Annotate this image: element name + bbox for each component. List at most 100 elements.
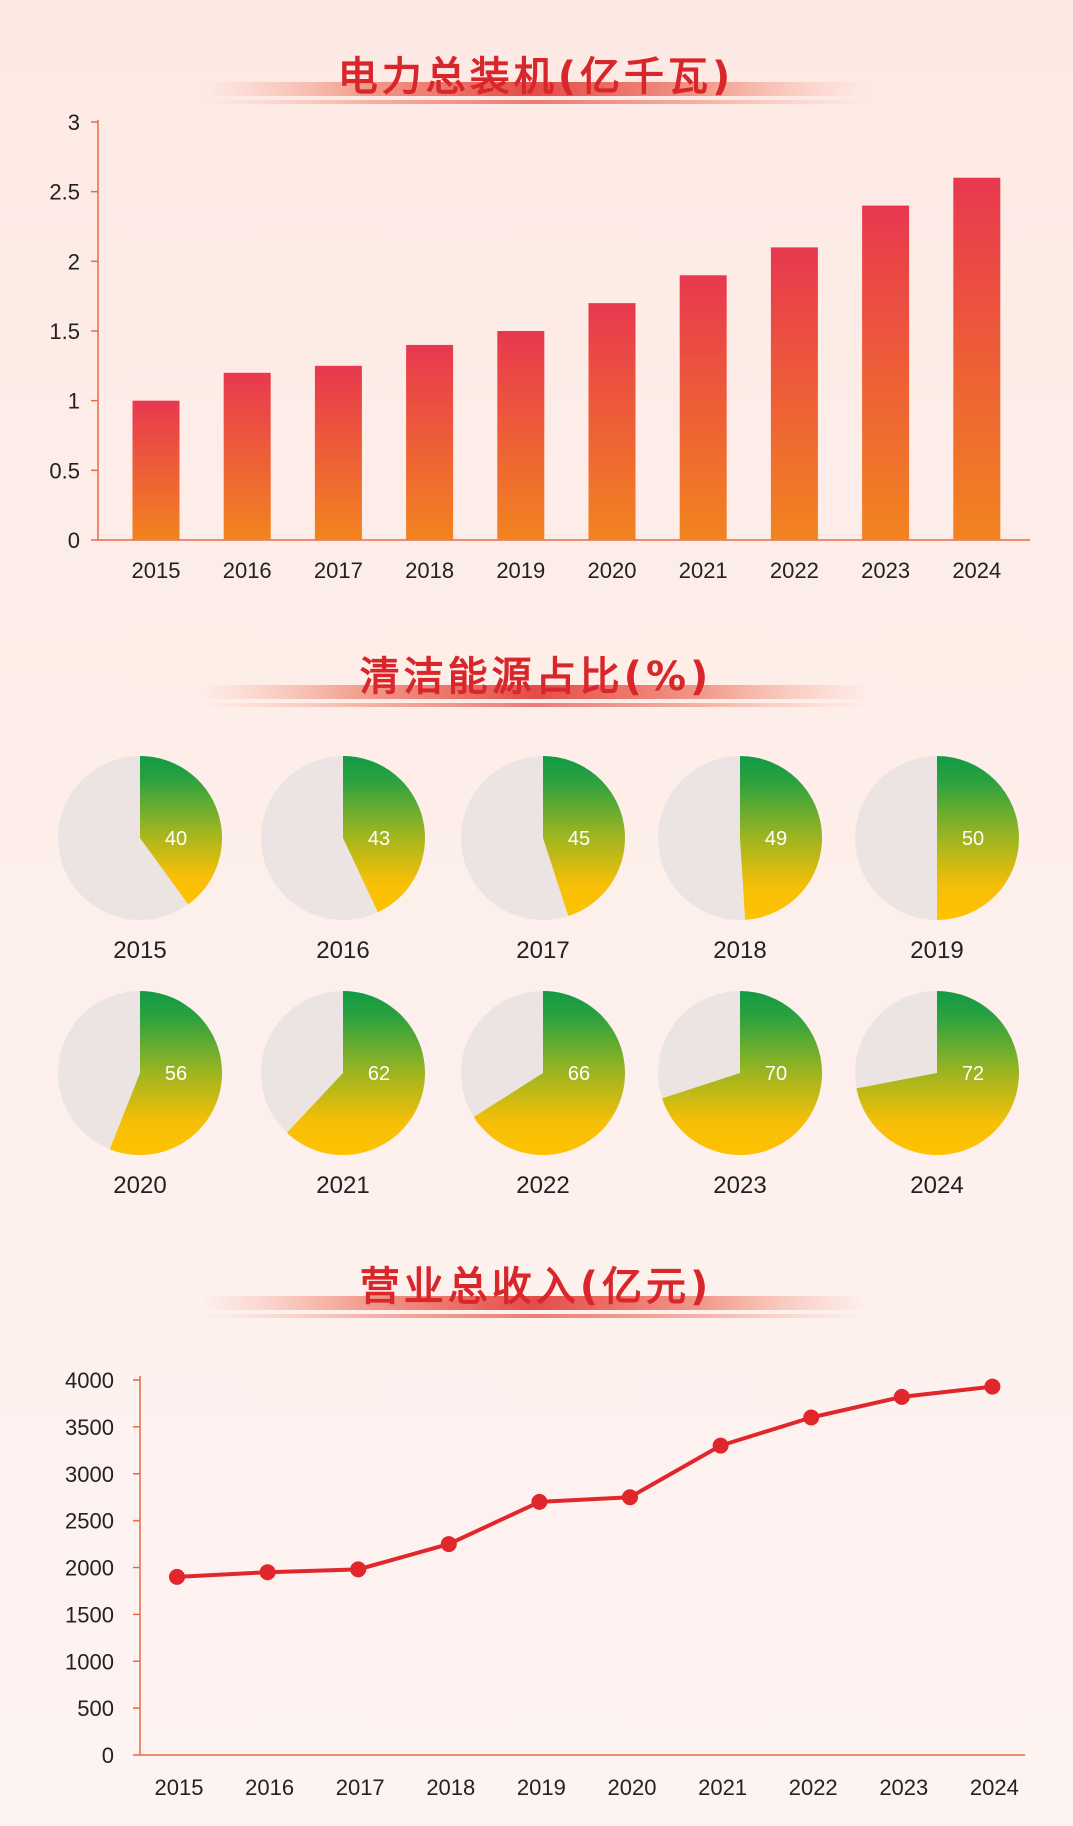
line-point [531, 1493, 548, 1510]
bar-x-tick-label: 2018 [405, 558, 454, 583]
line-y-tick-label: 2500 [65, 1509, 114, 1534]
pie-2018: 49 2018 [658, 756, 823, 964]
bar-x-tick-label: 2015 [132, 558, 181, 583]
pie-slice [109, 991, 223, 1155]
pie-slice [140, 756, 223, 905]
bar [223, 372, 271, 540]
line-y-tick-label: 4000 [65, 1368, 114, 1393]
line-x-tick-label: 2017 [336, 1775, 385, 1800]
pie-year-label: 2020 [113, 1172, 166, 1199]
line-y-tick-label: 500 [77, 1696, 114, 1721]
pie-slice [473, 991, 626, 1155]
bar [679, 275, 727, 540]
bar-x-tick-label: 2016 [223, 558, 272, 583]
pie-value-label: 50 [962, 828, 984, 850]
line-y-tick-label: 0 [102, 1743, 114, 1768]
bar-y-tick-label: 3 [68, 110, 80, 135]
pie-value-label: 40 [165, 828, 187, 850]
pie-slice [856, 991, 1019, 1155]
bar [862, 205, 910, 540]
pie-value-label: 66 [568, 1063, 590, 1085]
pie-value-label: 49 [765, 828, 787, 850]
bar-x-tick-label: 2024 [952, 558, 1001, 583]
bar-x-tick-label: 2022 [770, 558, 819, 583]
line-y-tick-label: 3000 [65, 1462, 114, 1487]
line-point [622, 1489, 638, 1506]
line-point [259, 1564, 276, 1581]
pie-value-label: 72 [962, 1063, 984, 1085]
bar-x-tick-label: 2020 [588, 558, 637, 583]
bar-x-tick-label: 2023 [861, 558, 910, 583]
bar-x-tick-label: 2021 [679, 558, 728, 583]
pie-value-label: 43 [368, 828, 390, 850]
pie-2015: 40 2015 [58, 756, 223, 964]
line-x-tick-label: 2024 [970, 1775, 1019, 1800]
pie-2019: 50 2019 [855, 756, 1019, 964]
line-chart: 0 500 1000 1500 2000 2500 3000 3500 4000 2015 2016… [65, 1368, 1025, 1800]
title-banner-3 [200, 1296, 870, 1318]
pie-chart-title: 清洁能源占比(%) [360, 654, 713, 700]
line-point [440, 1536, 457, 1553]
pie-slice [543, 756, 626, 916]
line-y-tick-label: 1000 [65, 1649, 114, 1674]
line-x-tick-label: 2021 [698, 1775, 747, 1800]
bar-y-tick-label: 0.5 [49, 458, 80, 483]
bar-y-tick-label: 2.5 [49, 180, 80, 205]
line-x-tick-label: 2023 [879, 1775, 928, 1800]
line-y-tick-label: 2000 [65, 1556, 114, 1581]
line-point [169, 1568, 185, 1585]
pie-year-label: 2015 [113, 937, 166, 964]
pie-slice [740, 756, 823, 920]
bar [132, 400, 180, 540]
bar-y-tick-label: 1.5 [49, 319, 80, 344]
pie-value-label: 62 [368, 1063, 390, 1085]
pie-year-label: 2024 [910, 1172, 963, 1199]
line-point [893, 1388, 910, 1405]
line-point [350, 1561, 367, 1578]
pie-year-label: 2022 [516, 1172, 569, 1199]
bar [406, 344, 454, 540]
line-point [803, 1409, 820, 1426]
line-y-tick-label: 1500 [65, 1602, 114, 1627]
pie-slice [662, 991, 822, 1155]
pie-year-label: 2016 [316, 937, 369, 964]
pie-year-label: 2019 [910, 937, 963, 964]
bar-chart-title: 电力总装机(亿千瓦) [338, 54, 735, 100]
bar-chart: 0 0.5 1 1.5 2 2.5 3 2015 2016 2017 2018 2019 2020 202… [49, 110, 1030, 583]
pie-2017: 45 2017 [461, 756, 626, 964]
line-x-tick-label: 2020 [608, 1775, 657, 1800]
pie-value-label: 56 [165, 1063, 187, 1085]
title-banner-2 [200, 685, 870, 707]
pie-slice [286, 991, 425, 1155]
pie-2024: 72 2024 [855, 991, 1019, 1199]
bar-x-tick-label: 2017 [314, 558, 363, 583]
line-chart-title: 营业总收入(亿元) [360, 1264, 713, 1310]
pie-2021: 62 2021 [261, 991, 425, 1199]
pie-2023: 70 2023 [658, 991, 822, 1199]
bar-y-tick-label: 2 [68, 249, 80, 274]
bar-y-tick-label: 1 [68, 389, 80, 414]
line-x-tick-label: 2015 [155, 1775, 204, 1800]
pie-value-label: 70 [765, 1063, 787, 1085]
line-x-tick-label: 2016 [245, 1775, 294, 1800]
pie-charts: 40 2015 43 2016 45 2017 49 2018 50 2019 56 2020 62 20… [58, 756, 1019, 1199]
line-point [712, 1437, 729, 1454]
line-x-tick-label: 2019 [517, 1775, 566, 1800]
bar-y-tick-label: 0 [68, 528, 80, 553]
pie-slice [343, 756, 426, 913]
line-x-tick-label: 2018 [426, 1775, 475, 1800]
line-x-tick-label: 2022 [789, 1775, 838, 1800]
bar [314, 365, 362, 540]
pie-slice [937, 756, 1019, 920]
bar-x-tick-label: 2019 [496, 558, 545, 583]
pie-year-label: 2021 [316, 1172, 369, 1199]
pie-2016: 43 2016 [261, 756, 426, 964]
bar [953, 177, 1001, 540]
bar [497, 331, 545, 540]
title-banner-1 [205, 82, 865, 104]
pie-year-label: 2018 [713, 937, 766, 964]
pie-2020: 56 2020 [58, 991, 223, 1199]
pie-2022: 66 2022 [461, 991, 626, 1199]
